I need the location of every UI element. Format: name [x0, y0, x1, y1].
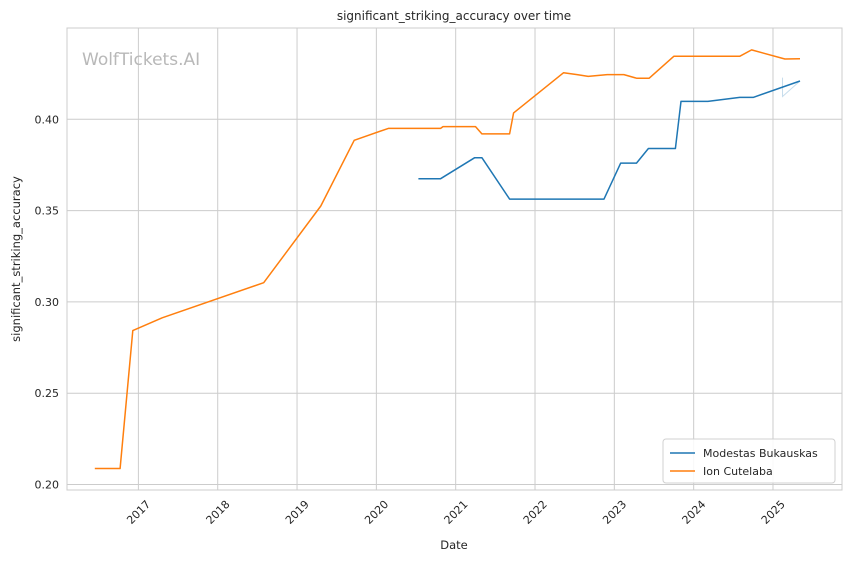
y-tick-label: 0.35	[35, 205, 60, 218]
y-axis-ticks: 0.20 0.25 0.30 0.35 0.40	[35, 113, 60, 491]
chart-title: significant_striking_accuracy over time	[337, 9, 571, 23]
series-layer	[94, 49, 801, 470]
legend-label-modestas-bukauskas: Modestas Bukauskas	[703, 447, 818, 460]
legend-label-ion-cutelaba: Ion Cutelaba	[703, 465, 773, 478]
y-tick-label: 0.40	[35, 113, 60, 126]
watermark: WolfTickets.AI	[82, 50, 200, 70]
legend-box	[662, 438, 836, 484]
y-tick-label: 0.30	[35, 296, 60, 309]
y-axis-label: significant_striking_accuracy	[9, 176, 23, 342]
grid	[67, 28, 842, 490]
series-line-ion-cutelaba	[94, 49, 801, 470]
y-tick-label: 0.20	[35, 479, 60, 492]
x-axis-label: Date	[440, 538, 468, 552]
legend: Modestas Bukauskas Ion Cutelaba	[662, 438, 836, 484]
series-line-modestas-bukauskas	[418, 80, 801, 200]
plot-area	[66, 27, 843, 491]
y-tick-label: 0.25	[35, 387, 60, 400]
